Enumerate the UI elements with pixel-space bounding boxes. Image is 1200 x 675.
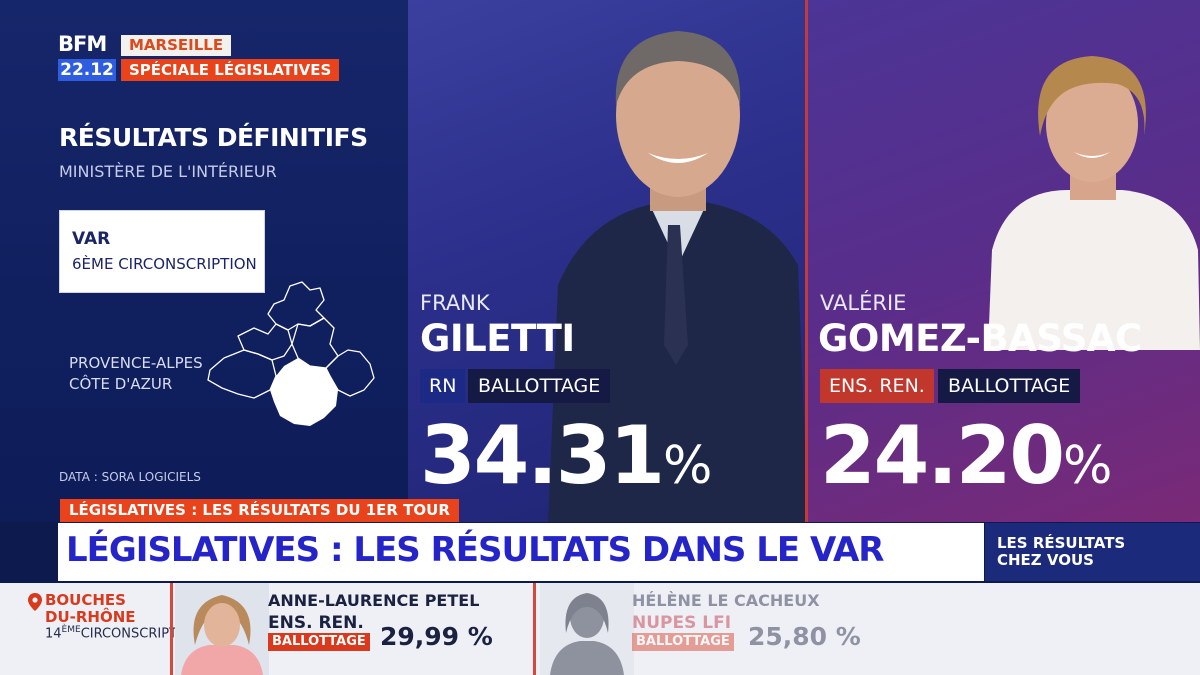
percent-value-2: 24.20	[820, 409, 1065, 502]
results-ticker: BOUCHES DU-RHÔNE 14ÈMECIRCONSCRIPTION AN…	[0, 583, 1200, 675]
ticker-party-2: NUPES LFI	[632, 613, 732, 633]
ticker-photo-1	[175, 583, 269, 675]
ticker-status-2: BALLOTTAGE	[632, 633, 734, 651]
ticker-name-2: HÉLÈNE LE CACHEUX	[632, 591, 820, 610]
candidate-card-2: VALÉRIE GOMEZ-BASSAC ENS. REN. BALLOTTAG…	[808, 0, 1200, 522]
region-map	[207, 281, 375, 426]
info-panel: BFM 22.12 MARSEILLE SPÉCIALE LÉGISLATIVE…	[0, 0, 408, 522]
results-near-you-box: LES RÉSULTATS CHEZ VOUS	[985, 523, 1200, 581]
region-line-2: CÔTE D'AZUR	[69, 375, 173, 393]
candidate-status-1: BALLOTTAGE	[468, 369, 611, 403]
banner-kicker: LÉGISLATIVES : LES RÉSULTATS DU 1ER TOUR	[60, 499, 459, 522]
ticker-percent-1: 29,99 %	[380, 622, 493, 651]
results-source: MINISTÈRE DE L'INTÉRIEUR	[59, 162, 277, 181]
ticker-department-line-1: BOUCHES	[45, 591, 126, 609]
channel-logo: BFM 22.12	[58, 32, 116, 81]
ticker-photo-2	[540, 583, 634, 675]
candidate-status-2: BALLOTTAGE	[938, 369, 1081, 403]
special-tag: SPÉCIALE LÉGISLATIVES	[121, 59, 340, 81]
candidate-party-2: ENS. REN.	[820, 369, 934, 403]
candidate-percent-1: 34.31%	[420, 416, 712, 506]
map-dept-var	[270, 358, 338, 426]
results-near-you-line-2: CHEZ VOUS	[997, 551, 1094, 569]
logo-text: BFM	[58, 32, 107, 56]
ticker-percent-2: 25,80 %	[748, 622, 861, 651]
ticker-photo-1-image	[175, 583, 269, 675]
candidate-card-1: FRANK GILETTI RN BALLOTTAGE 34.31%	[408, 0, 806, 522]
ticker-department-line-2: DU-RHÔNE	[45, 608, 136, 626]
percent-sign-2: %	[1063, 436, 1112, 496]
headline-banner: LÉGISLATIVES : LES RÉSULTATS DANS LE VAR	[58, 523, 984, 581]
clock: 22.12	[58, 59, 116, 81]
map-dept-bouches-du-rhone	[207, 349, 277, 399]
ticker-department: BOUCHES DU-RHÔNE	[45, 592, 136, 626]
city-tag: MARSEILLE	[121, 35, 232, 56]
percent-value-1: 34.31	[420, 409, 665, 502]
candidate-photo-1	[548, 31, 806, 522]
percent-sign-1: %	[663, 436, 712, 496]
map-dept-alpes-maritimes	[325, 349, 375, 397]
data-credit: DATA : SORA LOGICIELS	[59, 470, 201, 484]
region-line-1: PROVENCE-ALPES	[69, 354, 203, 372]
results-near-you-line-1: LES RÉSULTATS	[997, 534, 1126, 552]
constituency-label: 6ÈME CIRCONSCRIPTION	[72, 255, 257, 273]
region-label: PROVENCE-ALPES CÔTE D'AZUR	[69, 353, 229, 395]
person-silhouette-icon	[540, 583, 634, 675]
ticker-separator-2	[533, 583, 536, 675]
candidate-percent-2: 24.20%	[820, 416, 1112, 506]
candidate-last-name-1: GILETTI	[420, 317, 575, 360]
ticker-separator	[170, 583, 173, 675]
results-near-you-label: LES RÉSULTATS CHEZ VOUS	[997, 535, 1125, 569]
ticker-name-1: ANNE-LAURENCE PETEL	[268, 591, 480, 610]
panel-divider	[805, 0, 808, 522]
candidate-last-name-2: GOMEZ-BASSAC	[818, 317, 1142, 360]
candidate-first-name-2: VALÉRIE	[820, 291, 907, 315]
constituency-box: VAR 6ÈME CIRCONSCRIPTION	[59, 210, 265, 293]
department-label: VAR	[72, 229, 111, 249]
candidate-first-name-1: FRANK	[420, 291, 490, 315]
candidate-party-1: RN	[420, 369, 466, 403]
ticker-status-1: BALLOTTAGE	[268, 633, 370, 651]
ticker-party-1: ENS. REN.	[268, 613, 364, 633]
results-title: RÉSULTATS DÉFINITIFS	[59, 123, 368, 152]
headline-text: LÉGISLATIVES : LES RÉSULTATS DANS LE VAR	[66, 530, 884, 570]
ticker-circ-number: 14	[45, 626, 62, 642]
location-pin-icon	[28, 593, 42, 611]
candidate-photo-2	[988, 56, 1200, 350]
map-dept-vaucluse	[237, 323, 293, 361]
ticker-circ-suffix: ÈME	[61, 625, 81, 635]
